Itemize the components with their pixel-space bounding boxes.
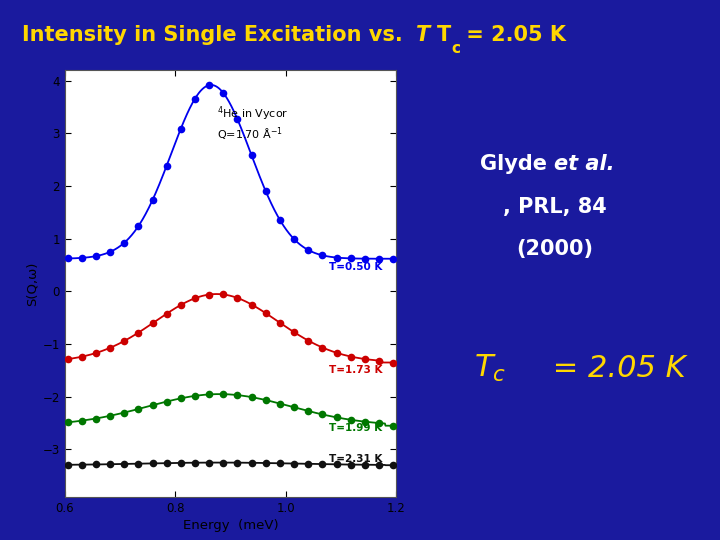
Text: (2000): (2000): [516, 239, 593, 259]
Text: T=2.31 K: T=2.31 K: [329, 454, 382, 464]
Text: T=0.50 K: T=0.50 K: [329, 262, 382, 272]
Text: = 2.05 K: = 2.05 K: [459, 25, 567, 45]
X-axis label: Energy  (meV): Energy (meV): [183, 519, 278, 532]
Y-axis label: S(Q,ω): S(Q,ω): [25, 261, 38, 306]
Text: = 2.05 K: = 2.05 K: [543, 354, 685, 383]
Text: Intensity in Single Excitation vs.: Intensity in Single Excitation vs.: [22, 25, 410, 45]
Text: c: c: [451, 41, 461, 56]
Text: Glyde: Glyde: [480, 154, 554, 174]
Text: $T_c$: $T_c$: [474, 353, 506, 384]
Text: , PRL, 84: , PRL, 84: [503, 197, 606, 217]
Text: et al.: et al.: [554, 154, 615, 174]
Text: T: T: [416, 25, 431, 45]
Text: $^4$He in Vycor
Q=1.70 Å$^{-1}$: $^4$He in Vycor Q=1.70 Å$^{-1}$: [217, 104, 288, 143]
Text: T=1.73 K: T=1.73 K: [329, 366, 382, 375]
Text: T=1.99 K: T=1.99 K: [329, 423, 382, 433]
Text: T: T: [437, 25, 451, 45]
